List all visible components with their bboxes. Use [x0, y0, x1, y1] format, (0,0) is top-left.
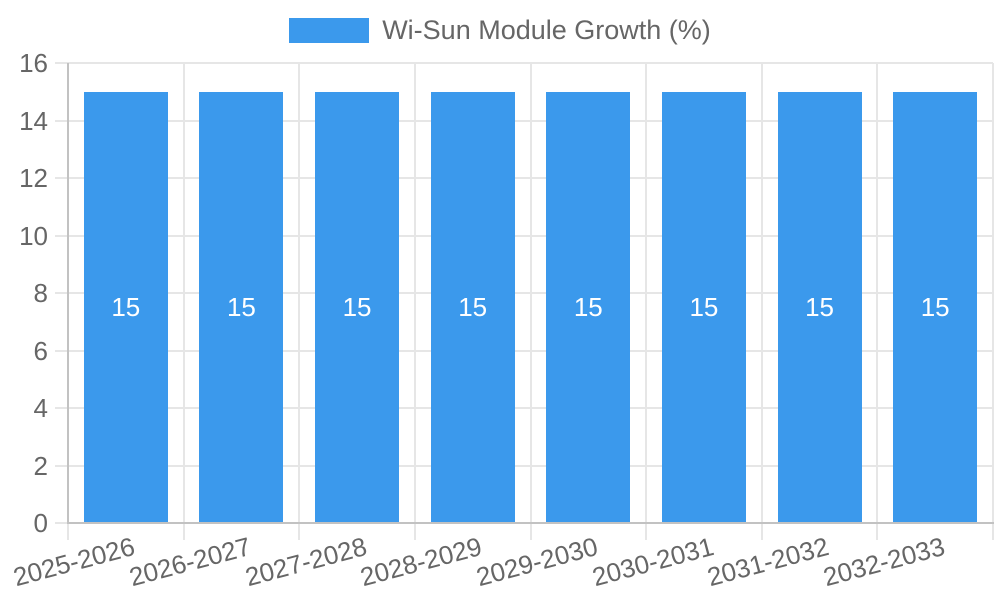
bar-value-label: 15 [226, 291, 256, 322]
x-gridline [992, 63, 994, 540]
x-tick-label: 2026-2027 [126, 531, 254, 593]
x-tick-label: 2028-2029 [357, 531, 486, 593]
bar-value-label: 15 [458, 291, 488, 322]
x-tick-label: 2027-2028 [241, 531, 370, 593]
x-gridline [760, 63, 763, 540]
y-tick-label: 0 [33, 508, 48, 538]
y-axis-line [67, 63, 69, 523]
y-gridline [55, 464, 993, 467]
bar-value-label: 15 [342, 291, 372, 322]
y-gridline [55, 292, 993, 294]
x-gridline [876, 63, 879, 540]
y-tick-label: 14 [19, 105, 48, 136]
y-tick-label: 4 [33, 393, 48, 423]
bar[interactable]: 15 [430, 91, 515, 523]
y-tick-label: 12 [19, 163, 48, 193]
bar[interactable]: 15 [777, 91, 862, 523]
x-tick-label: 2025-2026 [10, 531, 139, 593]
y-gridline [55, 234, 993, 237]
y-tick-label: 10 [19, 220, 48, 251]
y-gridline [55, 62, 993, 64]
y-tick-label: 2 [33, 450, 48, 481]
bar[interactable]: 15 [199, 91, 284, 523]
y-tick-label: 8 [33, 278, 48, 308]
bar-value-label: 15 [689, 291, 719, 322]
bar[interactable]: 15 [546, 91, 631, 523]
bar-value-label: 15 [573, 291, 603, 322]
y-gridline [55, 407, 993, 409]
bar-value-label: 15 [920, 291, 950, 322]
x-gridline [182, 63, 185, 540]
y-tick-label: 16 [19, 48, 48, 78]
legend-swatch-icon [289, 17, 370, 43]
bar[interactable]: 15 [893, 91, 978, 523]
x-gridline [67, 523, 69, 540]
x-axis-line [67, 522, 994, 524]
bar-value-label: 15 [805, 291, 835, 322]
bar[interactable]: 15 [83, 91, 168, 523]
x-tick-label: 2031-2032 [704, 531, 833, 593]
legend-label: Wi-Sun Module Growth (%) [382, 15, 711, 45]
y-gridline [55, 349, 993, 352]
x-tick-label: 2030-2031 [588, 531, 717, 593]
x-gridline [645, 63, 648, 540]
bar[interactable]: 15 [661, 91, 746, 523]
y-gridline [55, 522, 68, 524]
x-gridline [529, 63, 532, 540]
chart-legend[interactable]: Wi-Sun Module Growth (%) [0, 15, 1000, 45]
y-tick-label: 6 [33, 335, 48, 366]
y-gridline [55, 177, 993, 179]
bar-value-label: 15 [111, 291, 141, 322]
x-tick-label: 2029-2030 [472, 531, 601, 593]
bar[interactable]: 15 [315, 91, 400, 523]
x-gridline [413, 63, 416, 540]
x-gridline [298, 63, 301, 540]
plot-area: 15 15 15 15 15 15 15 15 [55, 62, 994, 540]
x-tick-label: 2032-2033 [819, 531, 948, 593]
y-gridline [55, 119, 993, 122]
